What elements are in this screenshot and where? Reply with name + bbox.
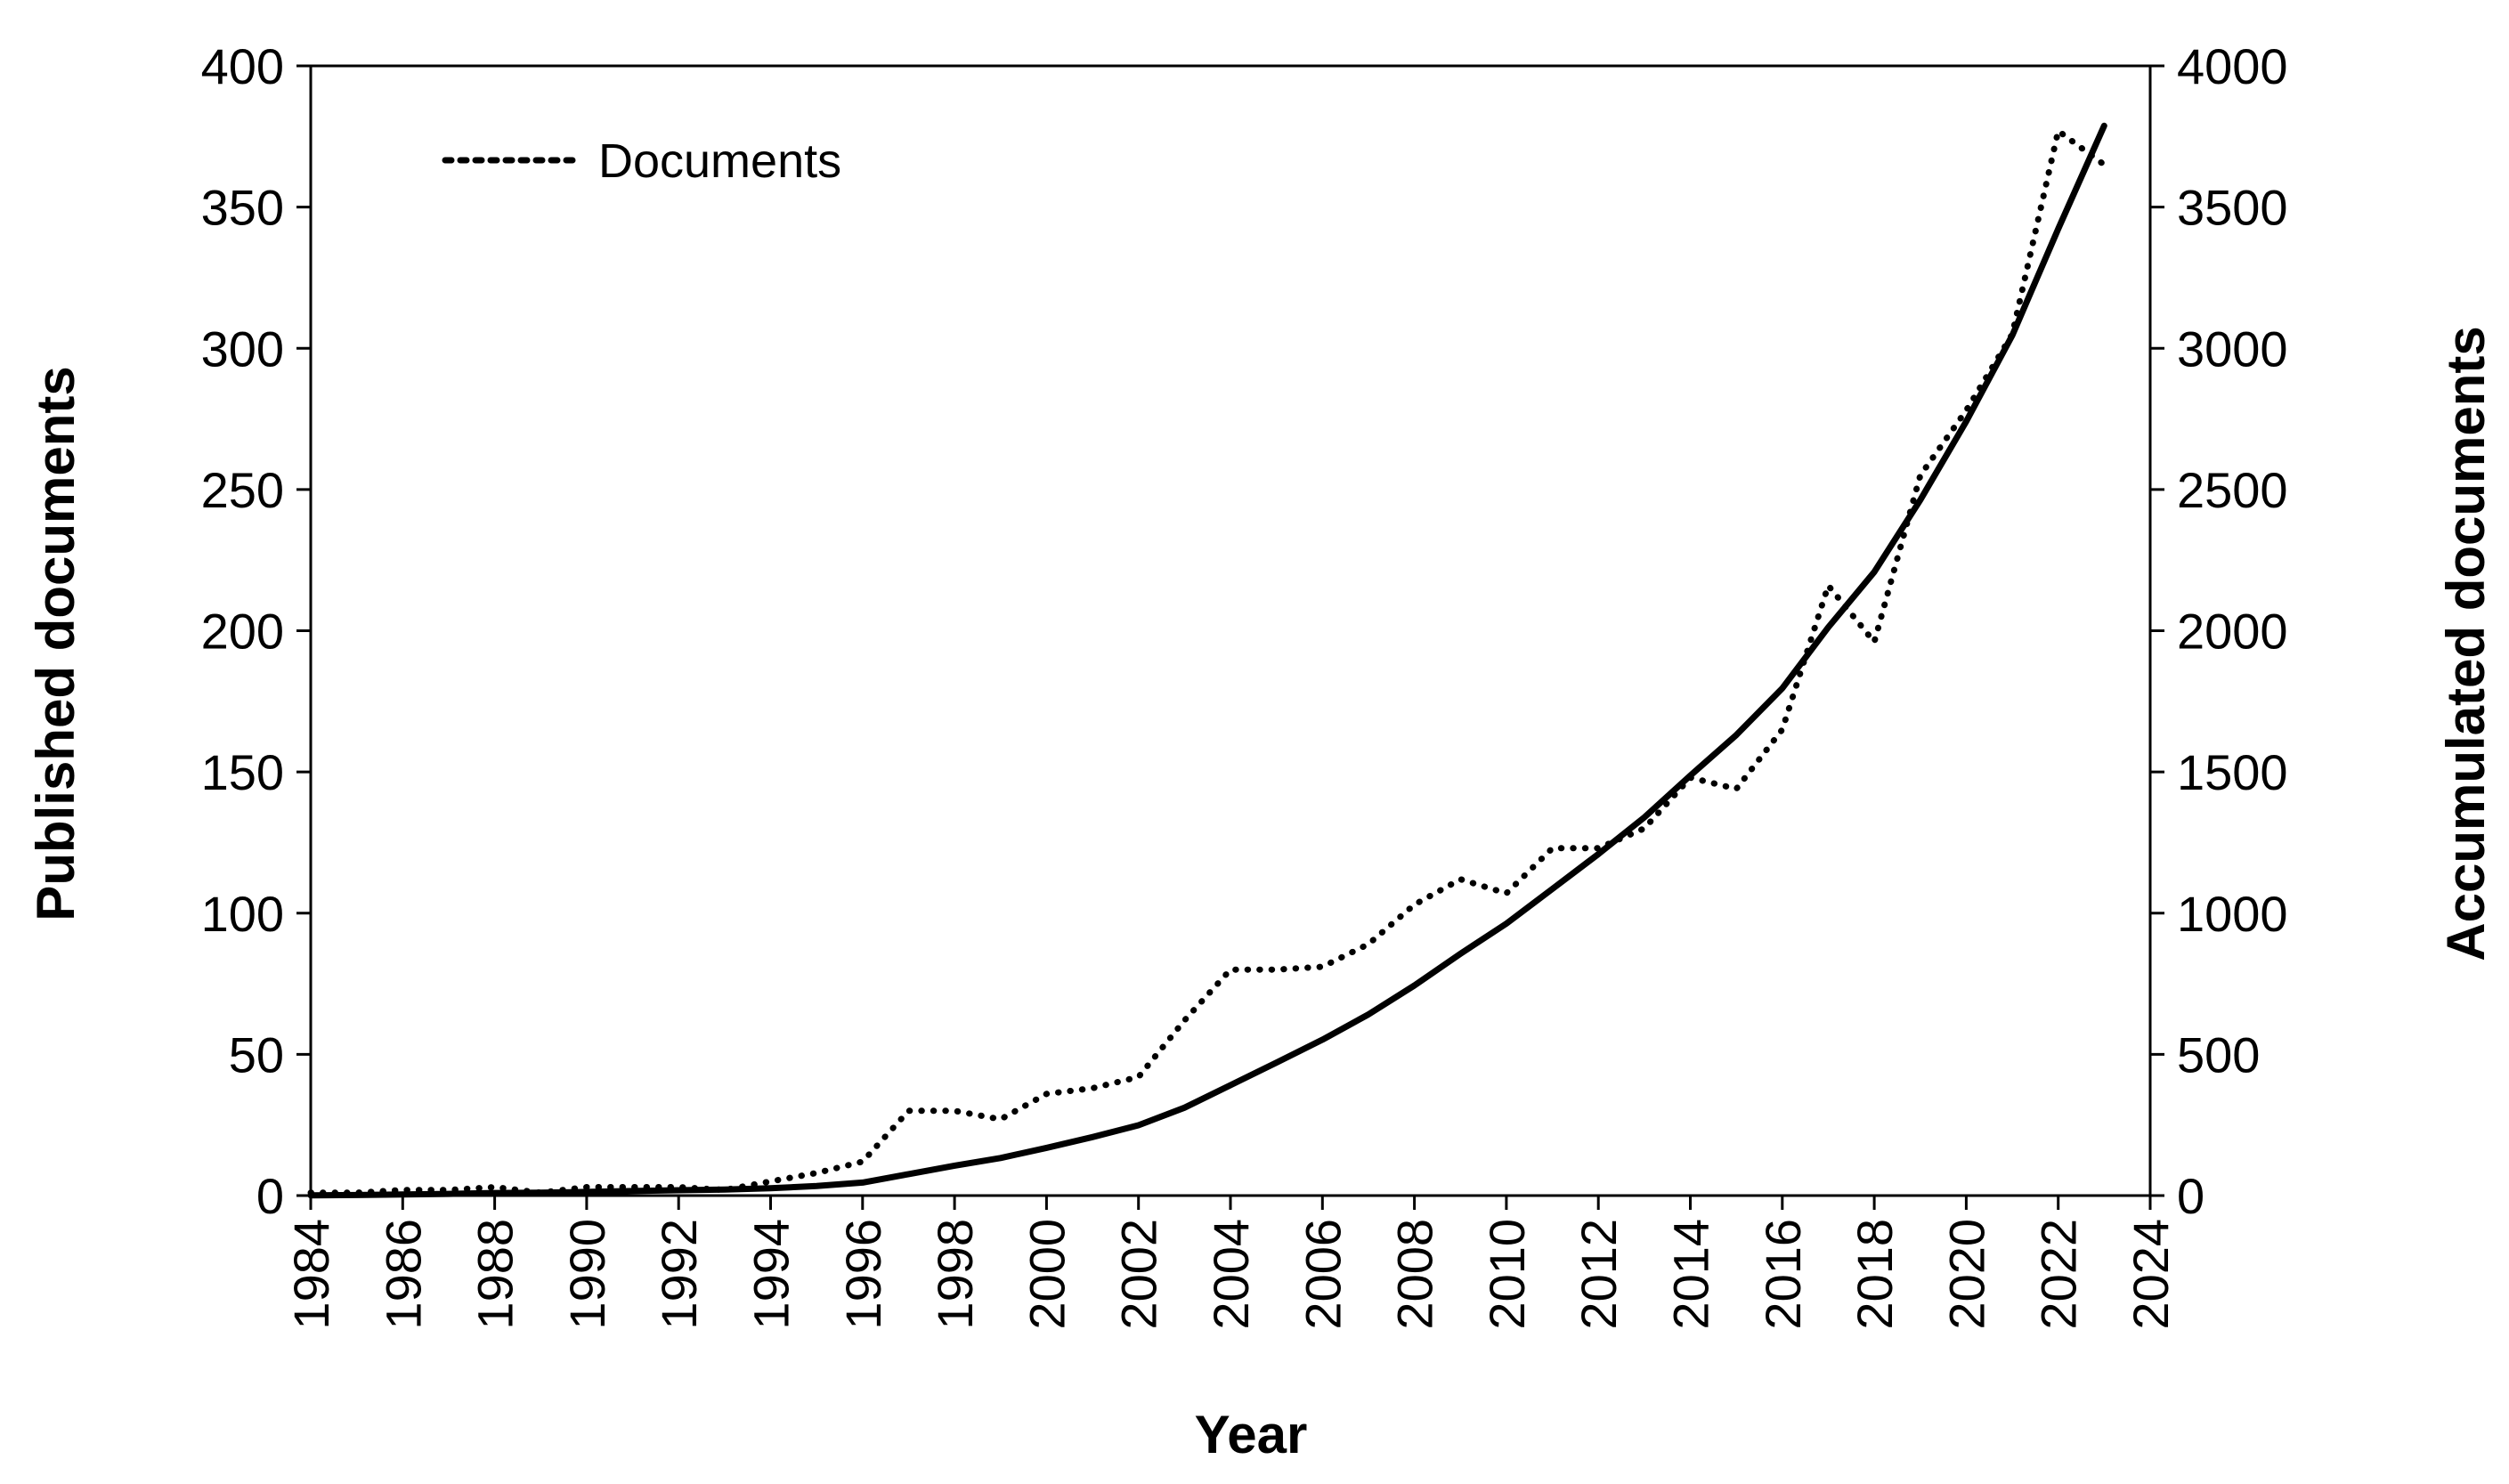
y2-tick-label: 1000	[2177, 886, 2288, 942]
y2-tick-label: 500	[2177, 1026, 2260, 1083]
series-line-documents	[307, 127, 2107, 1196]
y-axis-left-title: Published documents	[26, 366, 85, 920]
x-axis-title: Year	[1195, 1405, 1308, 1464]
y-axis-left: 0 50 100 150 200 250 300 350 400	[201, 38, 311, 1224]
series-line-accumulated	[307, 122, 2107, 1199]
x-tick-label: 1984	[283, 1219, 339, 1330]
x-tick-label: 2018	[1847, 1219, 1903, 1330]
x-tick-label: 2020	[1938, 1219, 1994, 1330]
y2-tick-label: 2000	[2177, 604, 2288, 660]
x-tick-label: 2008	[1387, 1219, 1443, 1330]
legend-label-documents: Documents	[598, 134, 841, 188]
y-tick-label: 300	[201, 320, 284, 377]
plot-frame	[309, 64, 2152, 1197]
y-axis-right: 0 500 1000 1500 2000 2500 3000 3500 4000	[2150, 38, 2288, 1224]
y-tick-label: 350	[201, 180, 284, 236]
plot-border	[309, 64, 2152, 1197]
x-tick-label: 1990	[559, 1219, 615, 1330]
x-tick-label: 2000	[1019, 1219, 1075, 1330]
y-tick-label: 0	[256, 1168, 284, 1224]
x-tick-label: 1998	[927, 1219, 983, 1330]
x-tick-label: 2022	[2031, 1219, 2087, 1330]
x-tick-label: 1992	[651, 1219, 707, 1330]
y2-tick-label: 3000	[2177, 320, 2288, 377]
series-layer	[307, 122, 2107, 1199]
x-tick-label: 1994	[743, 1219, 800, 1330]
x-tick-label: 2014	[1663, 1219, 1719, 1330]
x-tick-label: 1996	[835, 1219, 891, 1330]
x-tick-label: 2024	[2123, 1219, 2179, 1330]
y-tick-label: 200	[201, 604, 284, 660]
x-tick-label: 2004	[1203, 1219, 1259, 1330]
x-tick-label: 2006	[1295, 1219, 1351, 1330]
x-tick-label: 2016	[1755, 1219, 1811, 1330]
x-tick-label: 1988	[467, 1219, 524, 1330]
x-tick-label: 2012	[1571, 1219, 1627, 1330]
y2-tick-label: 1500	[2177, 744, 2288, 800]
x-tick-label: 2010	[1479, 1219, 1535, 1330]
y2-tick-label: 0	[2177, 1168, 2205, 1224]
x-tick-label: 1986	[375, 1219, 431, 1330]
y-tick-label: 50	[229, 1026, 284, 1083]
y2-tick-label: 4000	[2177, 38, 2288, 94]
y-tick-label: 250	[201, 462, 284, 518]
y-tick-label: 150	[201, 744, 284, 800]
y2-tick-label: 3500	[2177, 180, 2288, 236]
legend: Documents	[442, 134, 841, 188]
y-tick-label: 100	[201, 886, 284, 942]
x-tick-label: 2002	[1111, 1219, 1167, 1330]
y-axis-right-title: Accumulated documents	[2436, 326, 2496, 961]
y-tick-label: 400	[201, 38, 284, 94]
y2-tick-label: 2500	[2177, 462, 2288, 518]
x-axis: 1984 1986 1988 1990 1992 1994 1996 1998 2000 2002…	[283, 1196, 2179, 1330]
